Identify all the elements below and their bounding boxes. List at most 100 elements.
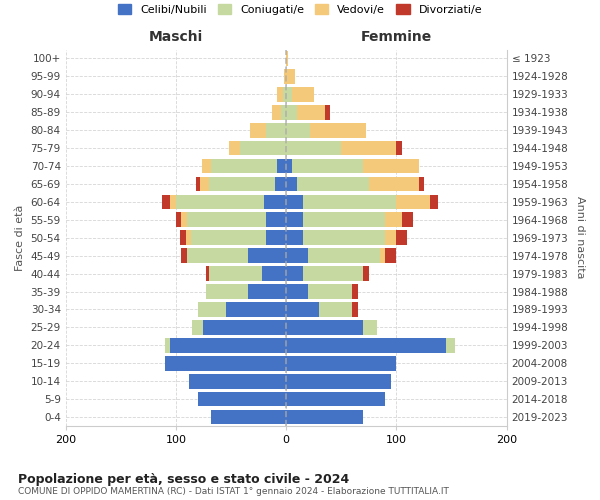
Text: COMUNE DI OPPIDO MAMERTINA (RC) - Dati ISTAT 1° gennaio 2024 - Elaborazione TUTT: COMUNE DI OPPIDO MAMERTINA (RC) - Dati I…	[18, 488, 449, 496]
Bar	[292, 158, 364, 174]
Bar	[229, 140, 240, 156]
Bar	[187, 212, 266, 227]
Bar	[161, 194, 170, 209]
Bar	[196, 176, 200, 192]
Bar	[209, 266, 262, 281]
Bar	[250, 123, 266, 138]
Bar	[419, 176, 424, 192]
Bar	[286, 212, 303, 227]
Y-axis label: Fasce di età: Fasce di età	[15, 204, 25, 271]
Bar	[303, 194, 397, 209]
Bar	[206, 284, 248, 299]
Bar	[380, 248, 385, 263]
Bar	[303, 212, 385, 227]
Y-axis label: Anni di nascita: Anni di nascita	[575, 196, 585, 279]
Bar	[286, 140, 341, 156]
Bar	[286, 266, 303, 281]
Bar	[198, 392, 286, 406]
Bar	[286, 338, 446, 352]
Bar	[286, 302, 319, 317]
Text: Femmine: Femmine	[361, 30, 432, 44]
Legend: Celibi/Nubili, Coniugati/e, Vedovi/e, Divorziati/e: Celibi/Nubili, Coniugati/e, Vedovi/e, Di…	[115, 0, 485, 18]
Bar	[286, 176, 297, 192]
Bar	[286, 374, 391, 388]
Bar	[286, 392, 385, 406]
Bar	[430, 194, 439, 209]
Bar	[310, 123, 365, 138]
Bar	[341, 140, 397, 156]
Bar	[211, 410, 286, 424]
Bar	[202, 158, 211, 174]
Text: Maschi: Maschi	[149, 30, 203, 44]
Bar	[272, 105, 281, 120]
Bar	[369, 176, 419, 192]
Bar	[284, 69, 286, 84]
Bar	[308, 284, 352, 299]
Bar	[281, 105, 286, 120]
Bar	[286, 248, 308, 263]
Bar	[262, 266, 286, 281]
Bar	[248, 248, 286, 263]
Bar	[286, 194, 303, 209]
Bar	[170, 338, 286, 352]
Bar	[206, 266, 209, 281]
Bar	[186, 230, 191, 245]
Bar	[181, 248, 187, 263]
Bar	[176, 212, 181, 227]
Bar	[286, 123, 310, 138]
Bar	[292, 87, 314, 102]
Bar	[283, 87, 286, 102]
Bar	[248, 284, 286, 299]
Bar	[286, 87, 292, 102]
Bar	[286, 356, 397, 370]
Bar	[297, 105, 325, 120]
Bar	[286, 230, 303, 245]
Bar	[397, 230, 407, 245]
Bar	[286, 284, 308, 299]
Bar	[303, 266, 364, 281]
Bar	[198, 302, 226, 317]
Bar	[191, 230, 266, 245]
Bar	[226, 302, 286, 317]
Bar	[187, 248, 248, 263]
Bar	[266, 212, 286, 227]
Bar	[277, 87, 283, 102]
Bar	[364, 266, 369, 281]
Bar	[165, 356, 286, 370]
Bar	[264, 194, 286, 209]
Bar	[397, 194, 430, 209]
Bar	[385, 212, 402, 227]
Bar	[240, 140, 286, 156]
Bar	[209, 176, 275, 192]
Bar	[286, 69, 295, 84]
Bar	[352, 302, 358, 317]
Bar	[364, 158, 419, 174]
Bar	[286, 51, 289, 66]
Bar	[397, 140, 402, 156]
Bar	[286, 410, 364, 424]
Bar	[200, 176, 209, 192]
Bar	[266, 123, 286, 138]
Bar	[364, 320, 377, 334]
Bar	[203, 320, 286, 334]
Bar	[352, 284, 358, 299]
Bar	[170, 194, 176, 209]
Bar	[402, 212, 413, 227]
Bar	[176, 194, 264, 209]
Bar	[266, 230, 286, 245]
Bar	[181, 212, 187, 227]
Bar	[308, 248, 380, 263]
Bar	[325, 105, 331, 120]
Bar	[286, 158, 292, 174]
Bar	[385, 248, 397, 263]
Bar	[303, 230, 385, 245]
Bar	[189, 374, 286, 388]
Bar	[319, 302, 352, 317]
Bar	[181, 230, 186, 245]
Bar	[165, 338, 170, 352]
Bar	[286, 105, 297, 120]
Text: Popolazione per età, sesso e stato civile - 2024: Popolazione per età, sesso e stato civil…	[18, 472, 349, 486]
Bar	[385, 230, 397, 245]
Bar	[277, 158, 286, 174]
Bar	[297, 176, 369, 192]
